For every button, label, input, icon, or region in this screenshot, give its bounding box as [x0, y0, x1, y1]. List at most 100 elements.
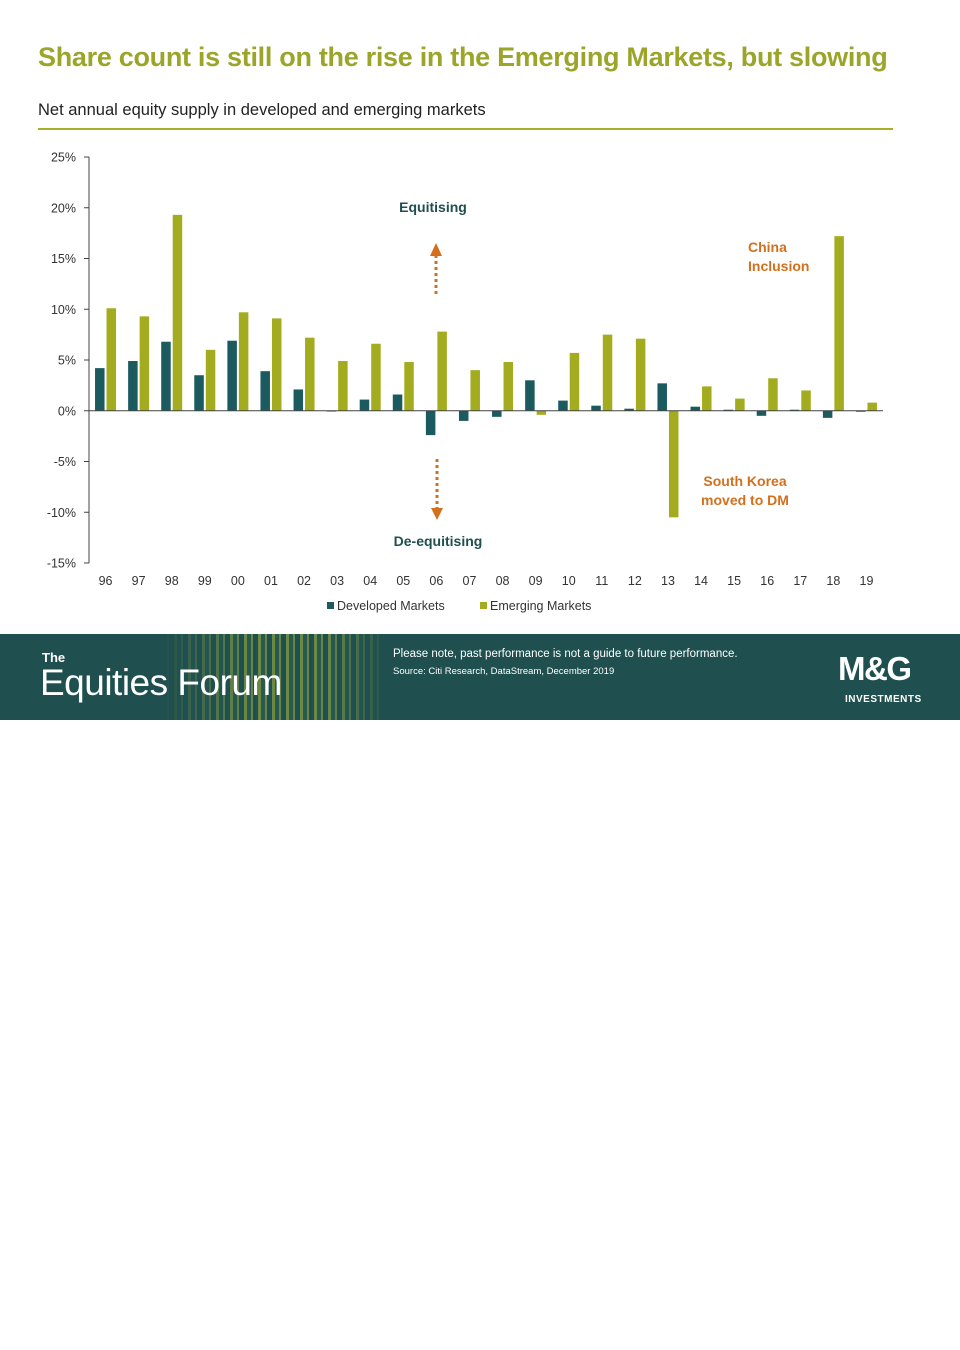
bar-emerging: [404, 362, 414, 411]
bar-emerging: [768, 378, 778, 411]
mg-logo: M&G: [838, 650, 912, 687]
y-tick-label: 25%: [51, 151, 76, 165]
bar-developed: [855, 410, 866, 412]
x-tick-label: 03: [330, 574, 344, 588]
bar-developed: [293, 389, 304, 411]
legend-swatch-emerging: [480, 602, 487, 609]
bar-developed: [558, 400, 568, 411]
bar-emerging: [205, 349, 216, 411]
x-tick-label: 98: [165, 574, 179, 588]
x-tick-label: 19: [860, 574, 874, 588]
x-tick-label: 14: [694, 574, 708, 588]
bar-emerging: [867, 402, 877, 411]
x-tick-label: 04: [363, 574, 377, 588]
chart-subtitle: Net annual equity supply in developed an…: [38, 101, 486, 119]
x-tick-label: 12: [628, 574, 642, 588]
bar-developed: [756, 410, 767, 416]
bar-developed: [161, 341, 171, 411]
y-axis: 25% 20% 15% 10% 5% 0% -5% -10% -15%: [47, 151, 90, 571]
legend-label-emerging: Emerging Markets: [490, 599, 591, 613]
annotation-equitising: Equitising: [399, 199, 467, 215]
x-tick-label: 97: [132, 574, 146, 588]
bar-emerging: [238, 312, 249, 411]
bar-developed: [260, 371, 270, 411]
x-tick-label: 17: [793, 574, 807, 588]
bar-developed: [591, 405, 601, 411]
x-tick-label: 18: [826, 574, 840, 588]
x-tick-label: 09: [529, 574, 543, 588]
y-tick-label: -10%: [47, 506, 76, 520]
bar-emerging: [305, 337, 315, 411]
arrow-down-icon: [431, 508, 443, 520]
bar-developed: [690, 406, 701, 411]
bar-developed: [723, 409, 734, 411]
bar-developed: [227, 340, 237, 411]
bar-emerging: [569, 352, 580, 411]
bar-developed: [492, 410, 502, 417]
bars: [95, 214, 877, 518]
bar-developed: [95, 368, 105, 411]
bar-emerging: [702, 386, 712, 411]
x-tick-label: 08: [496, 574, 510, 588]
y-tick-label: 0%: [58, 404, 76, 418]
page-title: Share count is still on the rise in the …: [38, 42, 888, 72]
y-tick-label: 10%: [51, 303, 76, 317]
y-tick-label: -5%: [54, 455, 76, 469]
bar-developed: [822, 410, 833, 418]
annotation-de-equitising: De-equitising: [394, 533, 483, 549]
bar-developed: [359, 399, 370, 411]
legend: Developed Markets Emerging Markets: [327, 599, 591, 613]
x-tick-label: 01: [264, 574, 278, 588]
bar-emerging: [801, 390, 811, 411]
x-tick-label: 10: [562, 574, 576, 588]
x-tick-label: 99: [198, 574, 212, 588]
mg-logo-subtext: INVESTMENTS: [845, 694, 922, 705]
legend-swatch-developed: [327, 602, 334, 609]
bar-emerging: [602, 334, 613, 411]
x-tick-label: 96: [99, 574, 113, 588]
title-rule: [38, 128, 893, 130]
bar-developed: [425, 410, 436, 436]
annotation-korea-line1: South Korea: [703, 473, 786, 489]
bar-developed: [624, 408, 634, 411]
bar-emerging: [437, 331, 447, 411]
bar-emerging: [271, 318, 282, 411]
y-tick-label: 20%: [51, 201, 76, 215]
footer-stripes: [160, 634, 380, 720]
y-tick-label: 5%: [58, 354, 76, 368]
annotation-china-line2: Inclusion: [748, 258, 809, 274]
x-tick-label: 16: [760, 574, 774, 588]
bar-developed: [128, 361, 138, 411]
performance-note: Please note, past performance is not a g…: [393, 648, 738, 660]
x-tick-label: 15: [727, 574, 741, 588]
bar-emerging: [536, 410, 547, 415]
footer-divider: [819, 1274, 820, 1350]
annotation-korea-line2: moved to DM: [701, 492, 789, 508]
footer: [0, 634, 960, 1350]
source-note: Source: Citi Research, DataStream, Decem…: [393, 666, 615, 677]
x-tick-label: 02: [297, 574, 311, 588]
brand-the: The: [42, 650, 66, 665]
x-tick-label: 11: [595, 574, 608, 588]
bar-emerging: [503, 362, 514, 411]
bar-emerging: [371, 343, 381, 411]
bar-developed: [392, 394, 403, 411]
legend-label-developed: Developed Markets: [337, 599, 445, 613]
x-axis: 96 97 98 99 00 01 02 03 04 05 06 07 08 09 10 11 12 13 14 15…: [89, 410, 883, 588]
x-tick-label: 05: [396, 574, 410, 588]
bar-developed: [525, 380, 535, 411]
x-tick-label: 06: [429, 574, 443, 588]
y-tick-label: -15%: [47, 557, 76, 571]
brand-name: Equities Forum: [40, 662, 282, 703]
x-tick-label: 00: [231, 574, 245, 588]
bar-emerging: [635, 338, 646, 411]
y-tick-label: 15%: [51, 252, 76, 266]
bar-developed: [789, 409, 800, 411]
bar-emerging: [470, 370, 480, 411]
bar-emerging: [106, 308, 117, 411]
x-tick-label: 07: [463, 574, 477, 588]
bar-emerging: [668, 410, 679, 518]
bar-developed: [657, 383, 667, 411]
annotation-china-line1: China: [748, 239, 787, 255]
bar-emerging: [139, 316, 150, 411]
